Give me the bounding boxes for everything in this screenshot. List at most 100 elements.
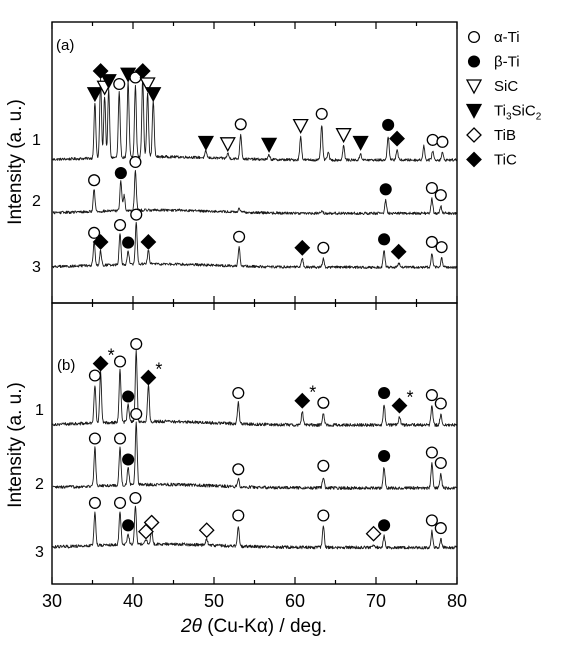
panel-0-series-1-peak-9-triangle-down-filled	[145, 87, 162, 103]
panel-1-series-2-line	[52, 421, 458, 490]
panel-0-series-1-peak-0-triangle-down-filled	[86, 87, 104, 103]
panel-0-series-1-peak-19-circle-filled	[382, 118, 395, 131]
panel-a-y-axis-title: Intensity (a. u.)	[5, 99, 26, 225]
legend-label-2: SiC	[494, 78, 518, 95]
panel-b-label: (b)	[57, 357, 75, 374]
x-axis-title-text: (Cu-Kα) / deg.	[202, 616, 327, 637]
panel-1-series-2-peak-7-circle-open	[425, 446, 438, 459]
panel-0-series-2-peak-7-circle-open	[425, 181, 438, 195]
panel-0-series-1-peak-10-triangle-down-filled	[197, 135, 214, 151]
panel-0-series-3-peak-7-diamond-filled	[294, 239, 311, 256]
panel-0-series-1-peak-3-triangle-down-filled	[100, 74, 117, 90]
panel-1-series-3-peak-9-diamond-open	[365, 525, 382, 542]
panel-b-markers: * * * *	[88, 337, 447, 542]
panel-1-series-1-peak-0-circle-open	[88, 369, 101, 382]
legend-marker-diamond-open	[466, 127, 482, 143]
panel-0-series-3-peak-5-diamond-filled	[140, 234, 157, 250]
panel-0-series-2-peak-3-circle-open	[129, 155, 142, 169]
panel-1-series-3-peak-11-circle-open	[425, 514, 438, 527]
panel-1-series-1-peak-5-diamond-filled	[140, 369, 157, 386]
panel-1-series-1-peak-12-circle-open	[434, 397, 447, 410]
panel-1-series-2-peak-1-circle-open	[113, 432, 127, 445]
legend-marker-triangle-down-filled	[465, 103, 483, 119]
panel-1-series-1-peak-8-circle-open	[317, 396, 330, 409]
panel-a-trace-label-3: 3	[32, 259, 41, 276]
panel-0-series-2-peak-1-circle-filled	[114, 167, 127, 180]
x-tick-label-50: 50	[204, 591, 224, 611]
panel-b-trace-label-1: 1	[35, 402, 44, 419]
panel-1-series-1-peak-5-star: *	[155, 360, 162, 380]
panel-1-series-1-peak-7-star: *	[309, 383, 316, 403]
panel-0-series-2-line	[52, 169, 458, 216]
x-tick-labels: 30 40 50 60 70 80	[42, 591, 467, 611]
panel-1-series-2-peak-3-circle-open	[130, 407, 143, 421]
panel-1-series-1-peak-10-star: *	[406, 388, 413, 408]
panel-1-series-3-peak-3-circle-open	[129, 491, 142, 505]
panel-0-series-3-line	[52, 221, 458, 269]
panel-0-series-3-peak-10-diamond-filled	[390, 243, 407, 260]
panel-1-series-3-peak-5-diamond-open	[143, 514, 160, 531]
panel-1-series-1-peak-2-circle-open	[113, 355, 127, 368]
panel-1-series-1-peak-1-star: *	[108, 346, 115, 366]
panel-0-series-1-peak-13-triangle-down-filled	[260, 137, 278, 153]
panel-1-series-1-peak-11-circle-open	[425, 389, 438, 402]
panel-b-trace-label-3: 3	[35, 544, 44, 561]
panel-0-series-3-peak-3-circle-filled	[122, 236, 135, 249]
panel-0-series-1-peak-12-circle-open	[234, 118, 247, 131]
panel-a-trace-label-2: 2	[32, 193, 41, 210]
panel-0-series-3-peak-2-circle-open	[113, 219, 127, 232]
panel-b-traces	[52, 349, 458, 550]
panel-0-series-1-peak-8-triangle-down-open	[139, 77, 156, 93]
panel-1-series-1-peak-10-diamond-filled	[391, 397, 408, 414]
panel-1-series-3-line	[52, 505, 458, 550]
panel-b: * * * * (b) 1 2 3 Intensity (a. u.)	[5, 302, 458, 585]
panel-0-series-3-peak-9-circle-filled	[378, 233, 391, 246]
legend: α-Ti β-Ti SiC Ti3SiC2 TiB TiC	[465, 29, 542, 169]
legend-marker-triangle-down-open	[465, 79, 483, 95]
panel-0-series-1-peak-15-circle-open	[315, 107, 328, 120]
panel-a-label: (a)	[56, 37, 74, 54]
panel-a-trace-label-1: 1	[32, 132, 41, 149]
x-tick-label-80: 80	[447, 591, 467, 611]
panel-1-series-1-peak-1-diamond-filled	[92, 355, 109, 372]
panel-0-series-1-peak-17-triangle-down-open	[335, 128, 352, 144]
panel-0-series-2-peak-6-circle-filled	[379, 183, 392, 196]
panel-0-series-1-peak-20-diamond-filled	[389, 130, 405, 147]
legend-label-3: Ti3SiC2	[494, 103, 542, 123]
panel-1-series-1-peak-4-circle-open	[130, 337, 143, 351]
x-axis-title: 2θ (Cu-Kα) / deg.	[180, 616, 327, 637]
panel-a-ticks	[51, 22, 458, 303]
panel-1-series-2-peak-0-circle-open	[88, 432, 101, 445]
legend-label-5: TiC	[494, 152, 517, 169]
panel-0-series-2-peak-8-circle-open	[434, 189, 447, 202]
panel-0-series-1-peak-22-circle-open	[426, 133, 439, 146]
panel-a-markers	[86, 63, 449, 260]
legend-marker-diamond-filled	[466, 151, 482, 168]
panel-0-series-3-peak-4-circle-open	[130, 208, 143, 221]
panel-1-series-3-peak-8-circle-open	[317, 509, 330, 522]
panel-a-frame	[51, 21, 458, 304]
panel-1-series-1-peak-3-circle-filled	[122, 390, 135, 403]
legend-marker-circle-filled	[467, 55, 481, 68]
panel-0-series-3-peak-8-circle-open	[317, 241, 330, 254]
panel-1-series-3-peak-0-circle-open	[88, 496, 101, 509]
legend-label-4: TiB	[494, 127, 516, 144]
panel-0-series-1-peak-14-triangle-down-open	[292, 118, 309, 134]
panel-0-series-1-line	[52, 77, 458, 162]
panel-0-series-1-peak-11-triangle-down-open	[219, 137, 236, 153]
panel-0-series-3-peak-11-circle-open	[425, 235, 438, 249]
panel-1-series-3-peak-2-circle-filled	[122, 519, 135, 532]
legend-marker-circle-open	[467, 30, 481, 44]
panel-0-series-1-peak-4-circle-open	[113, 77, 126, 91]
x-tick-label-70: 70	[366, 591, 386, 611]
panel-0-series-3-peak-6-circle-open	[233, 230, 246, 243]
legend-label-0: α-Ti	[494, 29, 520, 46]
panel-1-series-2-peak-8-circle-open	[434, 456, 447, 470]
panel-1-series-2-peak-4-circle-open	[232, 463, 245, 476]
panel-1-series-1-peak-9-circle-filled	[378, 386, 391, 400]
panel-1-series-3-peak-10-circle-filled	[378, 519, 391, 532]
panel-b-y-axis-title: Intensity (a. u.)	[5, 382, 26, 508]
panel-1-series-1-line	[52, 349, 458, 427]
panel-0-series-1-peak-18-triangle-down-filled	[352, 135, 369, 151]
